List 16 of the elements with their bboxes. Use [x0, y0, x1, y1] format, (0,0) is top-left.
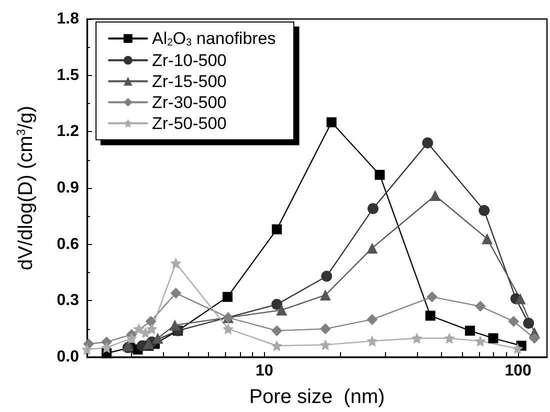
y-tick-label: 1.5: [56, 66, 80, 84]
x-tick-label: 10: [255, 362, 274, 380]
legend-label: Zr-15-500: [152, 72, 227, 91]
x-axis-title: Pore size (nm): [249, 386, 385, 408]
legend-label: Zr-10-500: [152, 50, 227, 70]
y-tick-label: 0.9: [56, 180, 80, 196]
y-tick-label: 1.8: [56, 10, 80, 28]
y-axis-title: dV/dlog(D) (cm3/g): [14, 106, 37, 270]
legend-label: Al2O3 nanofibres: [152, 29, 276, 48]
x-tick-label: 100: [504, 362, 532, 380]
y-tick-label: 0.6: [56, 236, 80, 253]
y-tick-label: 0.0: [56, 348, 80, 366]
legend-label: Zr-30-500: [152, 92, 227, 112]
legend-label: Zr-50-500: [152, 114, 227, 133]
y-tick-label: 0.3: [56, 292, 80, 310]
y-tick-label: 1.2: [56, 123, 80, 140]
